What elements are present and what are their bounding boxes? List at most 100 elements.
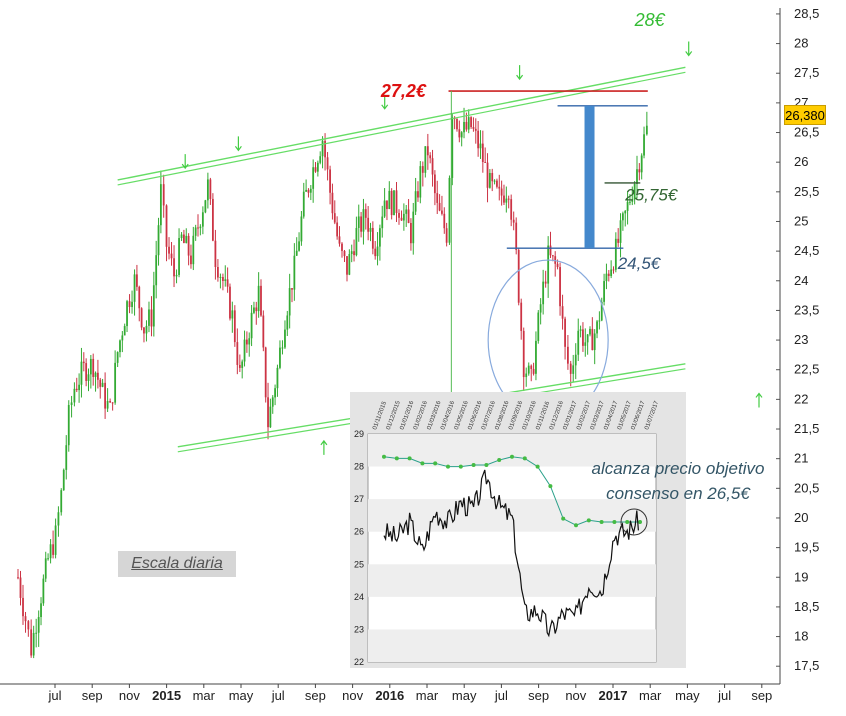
candle-body: [507, 198, 510, 200]
x-tick-label: mar: [193, 688, 216, 703]
candle-body: [596, 321, 598, 334]
inset-consensus-point: [497, 458, 502, 463]
inset-consensus-point: [458, 464, 463, 469]
y-tick-label: 20,5: [794, 480, 819, 495]
candle-body: [419, 166, 422, 198]
candle-body: [309, 188, 312, 193]
y-tick-label: 24,5: [794, 243, 819, 258]
candle-body: [388, 190, 391, 210]
candle-body: [284, 329, 286, 348]
x-axis: jul sep nov 2015 mar may jul sep nov 2016 mar may ju…: [0, 683, 780, 703]
inset-band: [368, 629, 656, 662]
inset-consensus-point: [471, 462, 476, 467]
candle-body: [527, 365, 530, 374]
candle-body: [222, 277, 224, 281]
candle-body: [245, 339, 248, 345]
candle-body: [187, 235, 190, 256]
inset-consensus-point: [446, 464, 450, 469]
candle-body: [348, 254, 351, 275]
x-tick-label: sep: [528, 688, 549, 703]
candle-body: [350, 251, 353, 255]
candle-body: [410, 222, 412, 244]
candle-body: [60, 490, 63, 513]
x-tick-label: mar: [639, 688, 662, 703]
candle-body: [341, 243, 343, 251]
candle-body: [640, 155, 643, 173]
y-tick-label: 19,5: [794, 540, 819, 555]
candle-body: [143, 327, 145, 334]
candle-body: [274, 388, 276, 398]
candle-body: [312, 167, 315, 189]
candle-body: [539, 304, 542, 313]
y-tick-label: 25: [794, 213, 808, 228]
candle-body: [417, 191, 419, 198]
y-tick-label: 18: [794, 629, 808, 644]
inset-consensus-point: [535, 464, 540, 469]
inset-y-tick: 26: [354, 527, 364, 537]
candle-body: [175, 274, 178, 277]
candle-body: [162, 184, 165, 206]
candle-body: [168, 246, 170, 254]
candle-body: [57, 512, 60, 526]
candle-body: [633, 183, 636, 200]
candle-body: [52, 544, 54, 555]
candle-body: [586, 334, 589, 343]
candle-body: [498, 186, 501, 189]
candle-body: [291, 288, 293, 290]
inset-consensus-point: [382, 454, 386, 459]
candle-body: [572, 365, 575, 374]
inset-consensus-point: [510, 454, 514, 459]
candle-body: [582, 329, 584, 346]
y-tick-label: 22,5: [794, 362, 819, 377]
candle-body: [32, 632, 35, 656]
inset-chart: 222324252627282901/11/201501/12/201501/0…: [350, 392, 764, 668]
x-tick-label: 2017: [599, 688, 628, 703]
candle-body: [40, 603, 42, 618]
candle-body: [80, 361, 83, 385]
candle-body: [133, 274, 136, 302]
candle-body: [19, 577, 22, 598]
candle-body: [293, 255, 296, 290]
candle-body: [346, 256, 348, 275]
candle-body: [535, 340, 537, 374]
candle-body: [87, 374, 90, 381]
y-tick-label: 28: [794, 36, 808, 51]
candle-body: [407, 209, 410, 223]
candle-body: [236, 342, 239, 365]
candle-body: [621, 213, 624, 221]
x-tick-label: mar: [416, 688, 439, 703]
inset-annotation-line2: consenso en 26,5€: [606, 484, 751, 503]
candle-body: [438, 202, 441, 211]
candle-body: [395, 190, 398, 213]
candle-body: [386, 200, 388, 210]
candle-body: [224, 279, 227, 281]
inset-consensus-point: [522, 456, 527, 461]
candle-body: [374, 248, 377, 257]
scale-label: Escala diaria: [118, 551, 236, 577]
candle-body: [465, 121, 468, 130]
candle-body: [559, 267, 561, 307]
candle-body: [598, 320, 601, 322]
y-tick-label: 24: [794, 273, 808, 288]
candle-body: [152, 285, 155, 327]
candle-body: [54, 525, 57, 555]
candle-body: [484, 161, 487, 163]
candle-body: [357, 216, 360, 228]
candle-body: [101, 382, 104, 387]
candle-body: [605, 273, 608, 282]
candle-body: [503, 195, 505, 203]
candle-body: [426, 146, 429, 156]
candle-body: [178, 238, 180, 275]
inset-band: [368, 564, 656, 597]
candle-body: [257, 285, 260, 312]
candle-body: [626, 201, 629, 211]
candle-body: [44, 558, 47, 579]
arrow-marker: [685, 41, 693, 57]
candle-body: [126, 301, 128, 327]
y-tick-label: 18,5: [794, 599, 819, 614]
candle-body: [114, 362, 117, 403]
annotation-label: 24,5€: [617, 254, 662, 273]
candle-body: [496, 180, 498, 187]
y-tick-label: 21,5: [794, 421, 819, 436]
x-tick-label: may: [452, 688, 477, 703]
